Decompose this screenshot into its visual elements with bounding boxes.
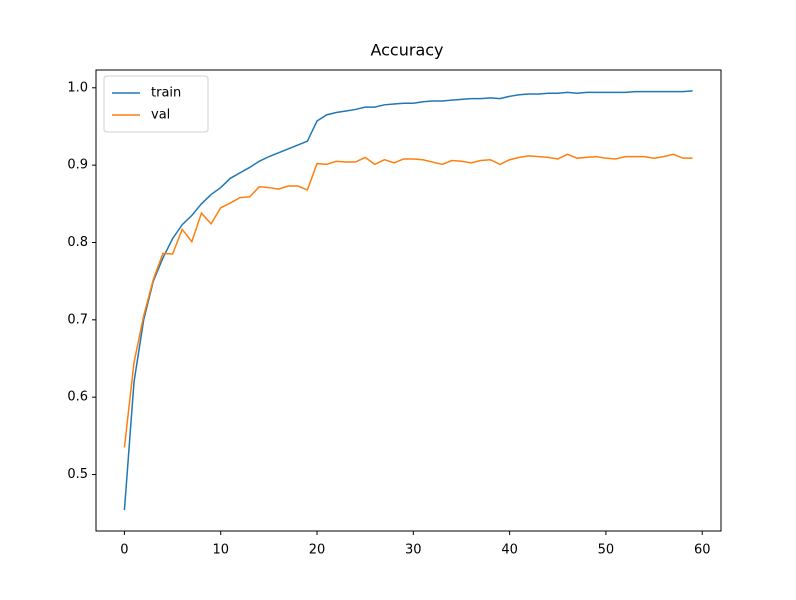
- line: [123, 153, 693, 448]
- line: [123, 90, 693, 511]
- y-tick-label: 0.6: [67, 390, 88, 405]
- legend-label: train: [151, 86, 181, 101]
- chart-title: Accuracy: [370, 41, 443, 60]
- axes-frame: [95, 69, 722, 532]
- x-tick-label: 30: [405, 543, 422, 558]
- y-tick-label: 0.9: [67, 158, 88, 173]
- y-tick-label: 0.8: [67, 235, 88, 250]
- legend-label: val: [151, 108, 170, 123]
- legend-box: [103, 75, 209, 133]
- x-tick-label: 40: [501, 543, 518, 558]
- y-tick-label: 0.7: [67, 312, 88, 327]
- x-tick-label: 10: [212, 543, 229, 558]
- x-tick-label: 20: [309, 543, 326, 558]
- x-tick-label: 60: [694, 543, 711, 558]
- y-tick-label: 0.5: [67, 467, 88, 482]
- x-tick-label: 50: [598, 543, 615, 558]
- y-tick-label: 1.0: [67, 80, 88, 95]
- x-tick-label: 0: [120, 543, 128, 558]
